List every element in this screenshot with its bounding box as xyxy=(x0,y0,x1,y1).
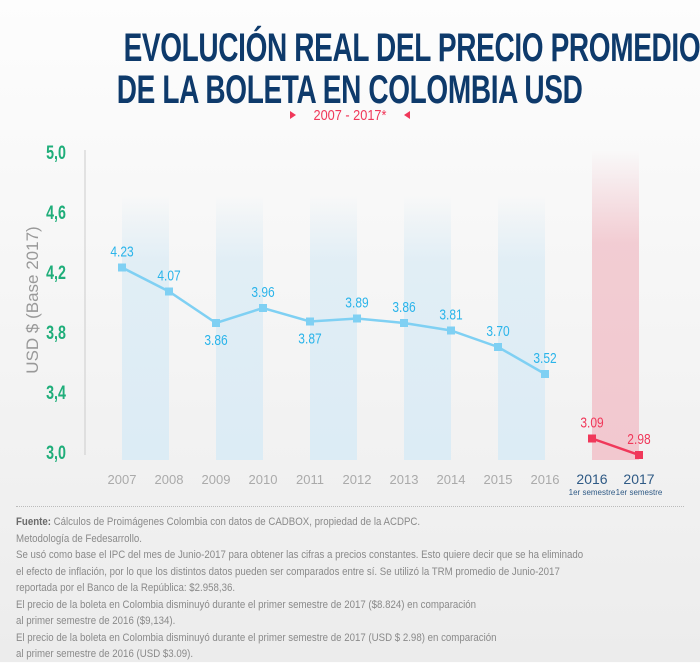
x-tick-label: 2009 xyxy=(202,472,231,487)
chart-title-line1: EVOLUCIÓN REAL DEL PRECIO PROMEDIO xyxy=(123,26,700,70)
data-label: 4.23 xyxy=(110,243,133,260)
note-line: El precio de la boleta en Colombia dismi… xyxy=(16,598,477,611)
data-label: 3.86 xyxy=(204,332,227,349)
data-point xyxy=(635,451,643,459)
x-tick-label: 2016 xyxy=(576,471,607,487)
note-line: el efecto de inflación, por lo que los d… xyxy=(16,565,560,578)
background-band xyxy=(310,195,357,460)
x-tick-label: 2010 xyxy=(249,472,278,487)
source-text: Cálculos de Proimágenes Colombia con dat… xyxy=(50,516,421,528)
data-label: 3.96 xyxy=(251,284,274,301)
y-tick-label: 4,2 xyxy=(46,262,66,283)
series-line xyxy=(591,437,640,457)
note-line: Metodología de Fedesarrollo. xyxy=(16,532,142,545)
semester-background-band xyxy=(592,150,639,460)
data-point xyxy=(165,287,173,296)
data-point xyxy=(447,326,455,335)
data-label: 4.07 xyxy=(157,267,180,284)
notes-divider xyxy=(16,506,684,507)
data-point xyxy=(353,314,361,323)
data-label: 3.86 xyxy=(392,299,415,316)
line-chart: 2007 - 2017* USD $ (Base 2017) 5,0 4,6 4,2… xyxy=(23,106,663,497)
y-tick-label: 3,4 xyxy=(46,382,66,403)
data-point xyxy=(306,317,314,326)
x-tick-sublabel: 1er semestre xyxy=(616,488,663,497)
source-label: Fuente: xyxy=(16,516,51,528)
data-label: 3.89 xyxy=(345,294,368,311)
x-tick-label: 2012 xyxy=(343,472,372,487)
data-point xyxy=(259,304,267,312)
note-line: Se usó como base el IPC del mes de Junio… xyxy=(16,549,584,561)
data-point xyxy=(400,319,408,327)
x-tick-label: 2007 xyxy=(108,472,137,487)
chart-title-line2: DE LA BOLETA EN COLOMBIA USD xyxy=(117,68,583,112)
data-point xyxy=(588,434,596,443)
note-line: al primer semestre de 2016 (USD $3.09). xyxy=(16,648,194,660)
x-tick-label: 2008 xyxy=(155,472,184,487)
x-tick-label: 2014 xyxy=(437,472,466,487)
triangle-right-icon xyxy=(290,111,296,119)
y-tick-label: 5,0 xyxy=(46,142,66,163)
x-tick-label: 2015 xyxy=(484,472,513,487)
note-line: al primer semestre de 2016 ($9,134). xyxy=(16,615,176,627)
x-tick-label: 2011 xyxy=(296,472,324,487)
data-label: 3.81 xyxy=(439,306,462,323)
triangle-left-icon xyxy=(404,111,410,119)
x-tick-sublabel: 1er semestre xyxy=(569,488,616,497)
footnotes: Fuente: Cálculos de Proimágenes Colombia… xyxy=(16,514,686,663)
note-line: El precio de la boleta en Colombia dismi… xyxy=(16,631,497,644)
data-point xyxy=(118,263,126,272)
data-point xyxy=(541,370,549,378)
data-label: 3.87 xyxy=(298,330,321,347)
background-band xyxy=(216,195,263,460)
x-tick-label: 2017 xyxy=(623,471,654,487)
data-point xyxy=(212,319,220,327)
y-tick-label: 3,0 xyxy=(46,442,66,463)
series-line xyxy=(121,266,546,376)
data-label: 3.70 xyxy=(486,323,510,340)
x-tick-label: 2016 xyxy=(531,472,560,487)
x-tick-label: 2013 xyxy=(390,472,419,487)
data-point xyxy=(494,343,502,351)
background-band xyxy=(498,195,545,460)
y-tick-label: 4,6 xyxy=(46,202,66,223)
note-line: reportada por el Banco de la República: … xyxy=(16,582,236,594)
data-label: 3.09 xyxy=(580,414,603,431)
y-axis-label: USD $ (Base 2017) xyxy=(23,226,42,373)
data-label: 2.98 xyxy=(627,431,650,448)
y-tick-label: 3,8 xyxy=(46,322,66,343)
chart-subtitle: 2007 - 2017* xyxy=(314,106,387,123)
data-label: 3.52 xyxy=(533,350,556,367)
background-band xyxy=(122,195,169,460)
